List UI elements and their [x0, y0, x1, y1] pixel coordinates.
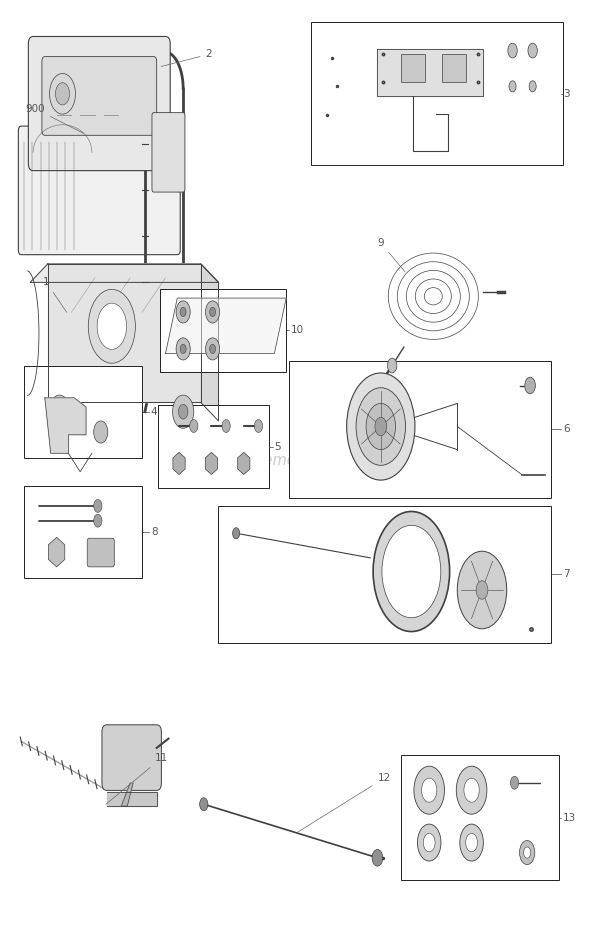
Circle shape [520, 841, 535, 865]
Circle shape [356, 388, 405, 465]
Circle shape [388, 358, 397, 373]
Circle shape [529, 80, 536, 92]
Circle shape [88, 290, 135, 364]
Circle shape [347, 373, 415, 480]
Circle shape [209, 307, 215, 316]
Circle shape [508, 43, 517, 58]
Circle shape [172, 395, 194, 428]
Circle shape [382, 525, 441, 618]
Circle shape [510, 776, 519, 789]
Text: 5: 5 [274, 442, 281, 451]
Text: 9: 9 [378, 238, 405, 272]
Text: 6: 6 [563, 425, 569, 434]
Circle shape [94, 421, 108, 443]
Bar [24, 365, 142, 458]
Polygon shape [107, 792, 157, 806]
Circle shape [94, 514, 102, 527]
Bar [312, 22, 563, 165]
Circle shape [94, 500, 102, 512]
Text: 7: 7 [563, 569, 569, 579]
Bar [159, 405, 269, 488]
Circle shape [176, 338, 190, 360]
Circle shape [421, 778, 437, 802]
Circle shape [372, 849, 383, 866]
Circle shape [50, 73, 76, 114]
Circle shape [254, 420, 263, 433]
Circle shape [373, 512, 450, 632]
Circle shape [49, 395, 70, 428]
Circle shape [456, 766, 487, 814]
Text: 4: 4 [151, 407, 158, 416]
Bar [442, 54, 466, 81]
Circle shape [55, 82, 70, 105]
Circle shape [222, 420, 230, 433]
Polygon shape [48, 264, 201, 402]
Text: 12: 12 [297, 773, 391, 832]
Text: 11: 11 [106, 753, 168, 805]
Circle shape [418, 824, 441, 861]
Bar [24, 486, 142, 578]
Text: 2: 2 [161, 49, 212, 67]
Circle shape [528, 43, 537, 58]
Text: 900: 900 [25, 104, 84, 133]
Circle shape [205, 301, 219, 323]
Circle shape [466, 833, 477, 852]
Text: 3: 3 [563, 89, 569, 99]
FancyBboxPatch shape [28, 36, 170, 170]
Polygon shape [30, 264, 218, 282]
Circle shape [232, 527, 240, 538]
Circle shape [55, 404, 64, 419]
Circle shape [180, 307, 186, 316]
Polygon shape [201, 264, 218, 421]
Circle shape [375, 417, 386, 436]
Bar [218, 506, 551, 643]
Circle shape [509, 80, 516, 92]
Circle shape [523, 847, 530, 858]
Text: eReplacementParts.com: eReplacementParts.com [205, 453, 385, 468]
Bar [289, 361, 551, 498]
FancyBboxPatch shape [42, 56, 157, 135]
Circle shape [205, 338, 219, 360]
Polygon shape [122, 783, 133, 806]
Text: 8: 8 [151, 526, 158, 536]
Circle shape [414, 766, 444, 814]
Text: 13: 13 [563, 813, 576, 822]
Circle shape [457, 551, 507, 629]
Circle shape [176, 301, 190, 323]
Bar [401, 756, 559, 880]
Circle shape [460, 824, 483, 861]
Circle shape [366, 403, 395, 450]
FancyBboxPatch shape [87, 538, 114, 567]
FancyBboxPatch shape [18, 126, 180, 254]
Polygon shape [45, 398, 86, 453]
Circle shape [199, 797, 208, 810]
Circle shape [178, 404, 188, 419]
Text: 10: 10 [291, 326, 304, 336]
Bar [160, 289, 286, 372]
FancyBboxPatch shape [102, 725, 162, 790]
Circle shape [97, 303, 126, 350]
Bar [401, 54, 425, 81]
Circle shape [180, 344, 186, 353]
Circle shape [189, 420, 198, 433]
Text: 1: 1 [43, 278, 67, 313]
FancyBboxPatch shape [152, 113, 185, 192]
Circle shape [476, 581, 488, 599]
Polygon shape [166, 298, 286, 353]
Circle shape [423, 833, 435, 852]
Polygon shape [378, 49, 483, 95]
Circle shape [209, 344, 215, 353]
Circle shape [525, 377, 535, 394]
Circle shape [464, 778, 479, 802]
